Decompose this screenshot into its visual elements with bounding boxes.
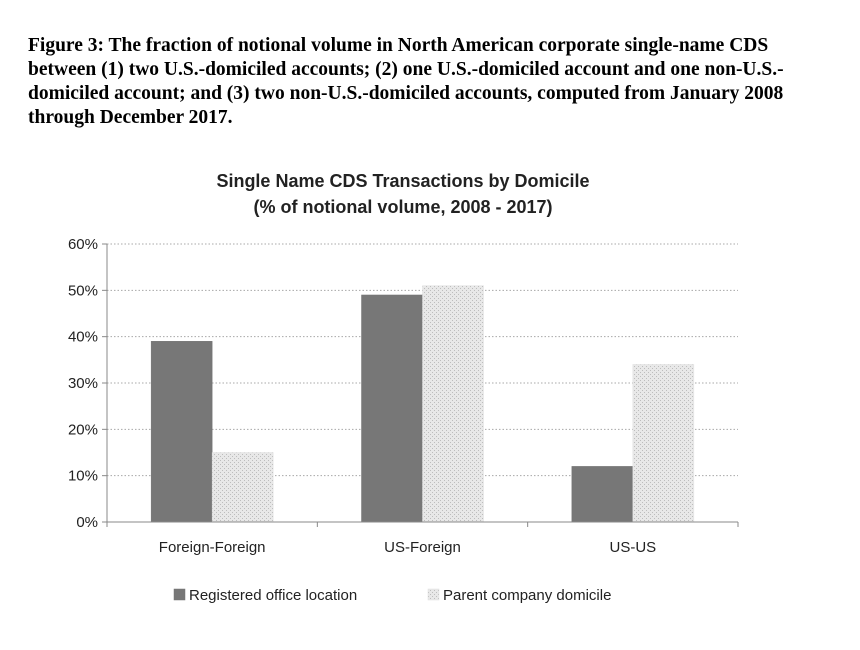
bar-registered-us-foreign (361, 294, 423, 523)
bar-parent-foreign-foreign (211, 452, 274, 523)
x-axis-ticks: Foreign-Foreign US-Foreign US-US (106, 521, 739, 556)
legend-swatch-parent (427, 588, 440, 601)
legend: Registered office location Parent company… (173, 587, 611, 604)
y-tick-label: 30% (68, 375, 98, 392)
y-tick-label: 20% (68, 421, 98, 438)
legend-label: Registered office location (189, 587, 357, 604)
bar-registered-foreign-foreign (150, 341, 213, 523)
bars (150, 285, 695, 523)
y-tick-label: 0% (76, 514, 98, 531)
y-tick-label: 40% (68, 329, 98, 346)
bar-parent-us-us (632, 364, 695, 523)
bar-registered-us-us (571, 466, 634, 523)
chart-subtitle: (% of notional volume, 2008 - 2017) (253, 197, 552, 217)
y-axis-ticks: 0% 10% 20% 30% 40% 50% 60% (68, 236, 108, 531)
legend-label: Parent company domicile (443, 587, 611, 604)
x-tick-label: US-US (609, 539, 656, 556)
legend-swatch-registered (173, 588, 186, 601)
y-tick-label: 50% (68, 282, 98, 299)
bar-parent-us-foreign (422, 285, 484, 523)
x-tick-label: US-Foreign (384, 539, 461, 556)
figure-caption: Figure 3: The fraction of notional volum… (28, 35, 784, 128)
y-tick-label: 10% (68, 468, 98, 485)
x-tick-label: Foreign-Foreign (159, 539, 266, 556)
y-tick-label: 60% (68, 236, 98, 253)
chart-title: Single Name CDS Transactions by Domicile (216, 171, 589, 191)
